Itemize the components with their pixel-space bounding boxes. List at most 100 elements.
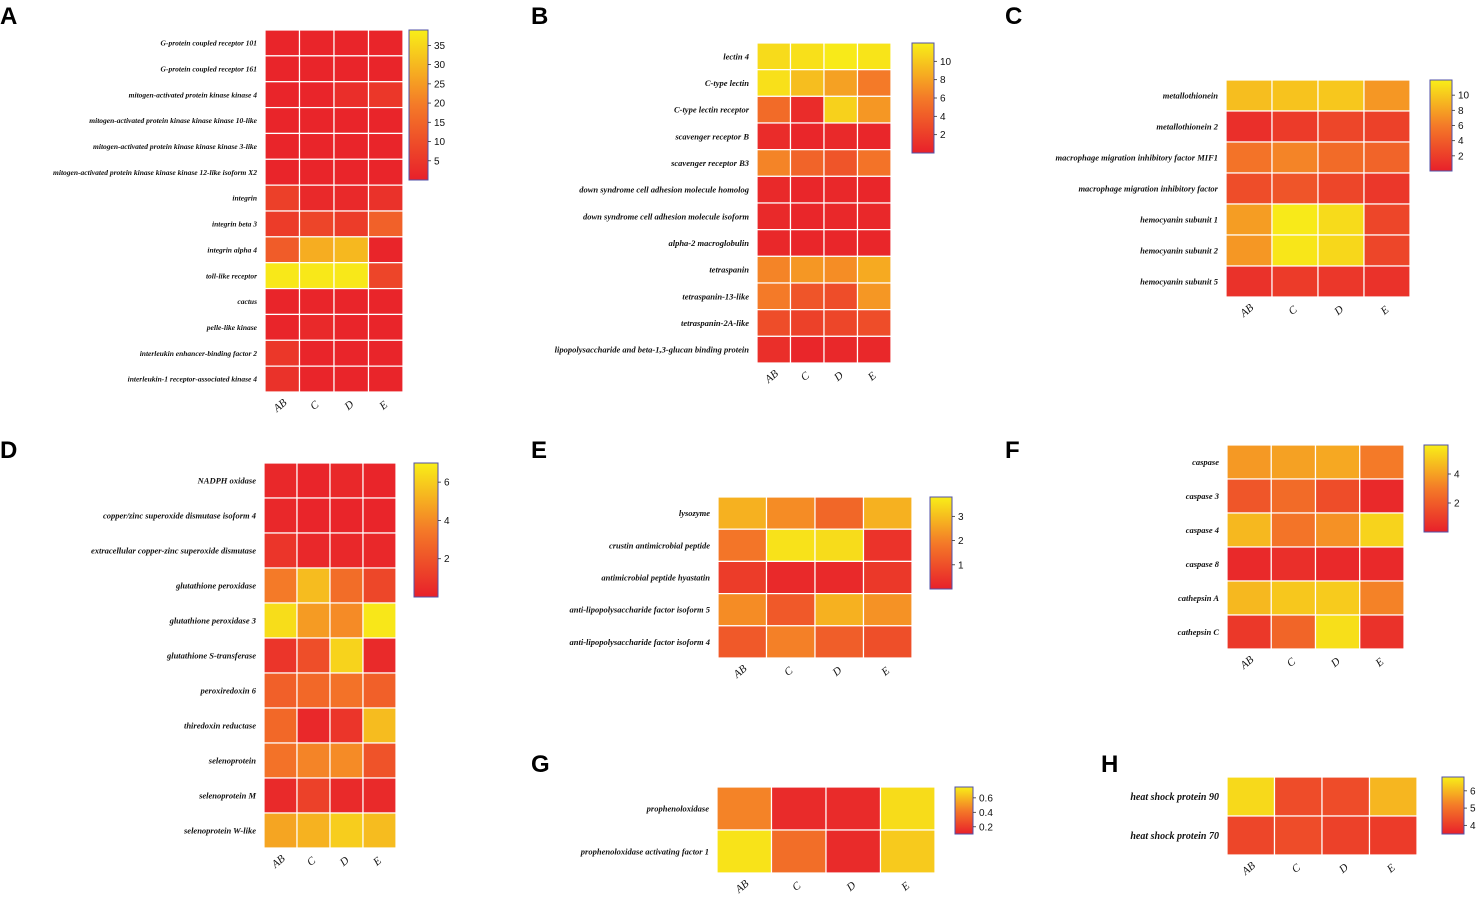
panel-e-cell-r3-c1	[765, 592, 816, 627]
panel-d-row-label: glutathione S-transferase	[166, 650, 256, 660]
panel-b-cell-r4-c3	[856, 149, 892, 177]
panel-a-cell-r13-c1	[298, 365, 335, 393]
panel-a-cell-r0-c0	[264, 29, 301, 57]
panel-b-row-label: tetraspanin-2A-like	[681, 318, 749, 328]
panel-f-colorbar-tick-label: 4	[1454, 470, 1460, 481]
panel-b-col-label: AB	[762, 368, 781, 387]
panel-c-cell-r4-c3	[1363, 203, 1411, 236]
panel-g-col-label: AB	[733, 878, 752, 897]
panel-b-row-label: tetraspanin	[709, 265, 749, 275]
panel-f-cell-r2-c2	[1314, 512, 1361, 548]
panel-b-cell-r3-c2	[823, 122, 859, 151]
panel-c-cell-r3-c0	[1225, 172, 1273, 205]
panel-e-cell-r3-c0	[717, 592, 768, 627]
panel-b-row-label: C-type lectin receptor	[674, 105, 750, 115]
panel-h-row-label: heat shock protein 90	[1130, 792, 1219, 803]
panel-a-cell-r3-c3	[367, 106, 404, 135]
panel-h-cell-r1-c0	[1226, 815, 1276, 856]
panel-g-colorbar-tick-label: 0.2	[979, 822, 993, 833]
panel-b-cell-r4-c1	[789, 149, 825, 177]
panel-c-col-label: D	[1331, 304, 1346, 319]
panel-a-cell-r10-c3	[367, 287, 404, 316]
panel-d-cell-r3-c3	[362, 567, 397, 604]
panel-c-row-label: metallothionein	[1163, 90, 1219, 100]
panel-b-cell-r1-c3	[856, 69, 892, 97]
panel-b-cell-r11-c2	[823, 335, 859, 364]
panel-f-cell-r1-c1	[1270, 478, 1317, 514]
panel-g-cell-r0-c0	[716, 786, 773, 831]
panel-c-cell-r1-c0	[1225, 110, 1273, 143]
panel-b-cell-r0-c1	[789, 42, 825, 71]
panel-e-col-label: E	[879, 665, 893, 679]
panel-e-cell-r4-c1	[765, 625, 816, 659]
panel-c-cell-r3-c2	[1317, 172, 1365, 205]
panel-e-cell-r0-c3	[862, 496, 913, 530]
panel-g-cell-r1-c2	[825, 829, 882, 874]
panel-b-cell-r1-c0	[756, 69, 792, 97]
panel-b-row-label: alpha-2 macroglobulin	[668, 238, 749, 248]
panel-b-colorbar-tick-label: 10	[940, 57, 952, 68]
panel-a-colorbar	[408, 29, 429, 181]
panel-f-col-label: D	[1328, 656, 1343, 671]
panel-h-row-label: heat shock protein 70	[1130, 831, 1219, 842]
panel-e-cell-r0-c0	[717, 496, 768, 530]
panel-a-row-label: integrin	[232, 194, 257, 203]
panel-e-colorbar-tick-label: 3	[958, 512, 964, 523]
panel-c-cell-r5-c2	[1317, 234, 1365, 267]
panel-f-row-label: cathepsin C	[1178, 627, 1220, 637]
panel-d-col-label: D	[337, 855, 352, 870]
panel-d-cell-r9-c1	[296, 777, 331, 814]
panel-c-cell-r0-c2	[1317, 79, 1365, 112]
panel-b-cell-r6-c0	[756, 202, 792, 231]
panel-g-col-label: C	[790, 879, 804, 893]
panel-b-col-label: C	[799, 369, 813, 383]
panel-d-colorbar	[413, 462, 439, 598]
panel-e-row-label: lysozyme	[679, 508, 710, 518]
panel-b-col-label: E	[865, 370, 879, 384]
panel-a-cell-r6-c0	[264, 184, 301, 212]
panel-a-cell-r3-c2	[333, 106, 370, 135]
panel-f-cell-r3-c1	[1270, 546, 1317, 582]
panel-d-cell-r8-c1	[296, 742, 331, 779]
panel-f-cell-r2-c3	[1359, 512, 1405, 548]
panel-h-colorbar-tick-label: 4	[1470, 821, 1476, 832]
panel-c-cell-r2-c1	[1271, 141, 1319, 174]
panel-a-cell-r11-c3	[367, 313, 404, 341]
panel-a-cell-r5-c1	[298, 158, 335, 186]
panel-b-cell-r11-c0	[756, 335, 792, 364]
panel-b-colorbar	[911, 42, 935, 154]
panel-a-colorbar-tick-label: 30	[434, 60, 446, 71]
panel-d-row-label: copper/zinc superoxide dismutase isoform…	[103, 510, 256, 520]
panel-a-cell-r6-c3	[367, 184, 404, 212]
panel-d-cell-r9-c0	[263, 777, 298, 814]
panel-a-col-label: E	[377, 399, 391, 413]
panel-a-cell-r3-c1	[298, 106, 335, 135]
panel-h-cell-r1-c2	[1321, 815, 1371, 856]
panel-g-cell-r1-c0	[716, 829, 773, 874]
panel-h-colorbar-tick-label: 6	[1470, 786, 1476, 797]
panel-b-row-label: lectin 4	[723, 51, 749, 61]
panel-a-cell-r7-c0	[264, 210, 301, 238]
panel-d-row-label: selenoprotein M	[198, 790, 256, 800]
panel-a-row-label: interleukin enhancer-binding factor 2	[140, 349, 258, 358]
panel-f-cell-r0-c3	[1359, 444, 1405, 480]
panel-d-cell-r0-c2	[329, 462, 364, 499]
panel-c-cell-r4-c2	[1317, 203, 1365, 236]
panel-h-col-label: C	[1290, 861, 1304, 875]
panel-e-colorbar-tick-label: 2	[958, 536, 964, 547]
panel-c-cell-r2-c3	[1363, 141, 1411, 174]
panel-b-cell-r1-c1	[789, 69, 825, 97]
panel-c-col-label: AB	[1237, 302, 1256, 321]
panel-f-cell-r5-c1	[1270, 614, 1317, 650]
panel-g-colorbar	[954, 786, 974, 835]
panel-g-cell-r0-c2	[825, 786, 882, 831]
panel-a-cell-r4-c2	[333, 132, 370, 160]
panel-b-cell-r9-c0	[756, 282, 792, 311]
panel-a-cell-r12-c0	[264, 339, 301, 367]
panel-d-cell-r3-c0	[263, 567, 298, 604]
panel-a-row-label: interleukin-1 receptor-associated kinase…	[128, 375, 258, 384]
panel-a-row-label: mitogen-activated protein kinase kinase …	[89, 116, 257, 125]
panel-b-cell-r3-c0	[756, 122, 792, 151]
panel-c-row-label: metallothionein 2	[1156, 121, 1218, 131]
panel-a-cell-r4-c3	[367, 132, 404, 160]
